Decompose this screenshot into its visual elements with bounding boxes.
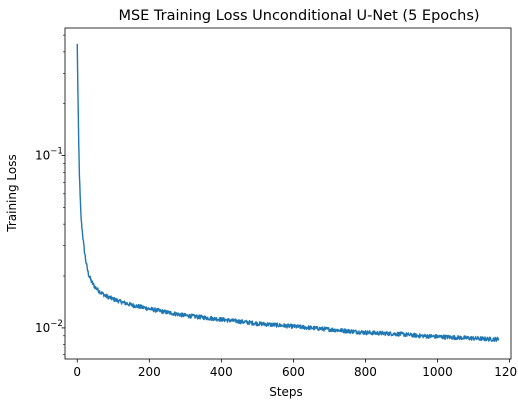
plot-area-frame	[64, 27, 512, 360]
y-tick-label: 10−1	[35, 147, 63, 163]
x-axis-label: Steps	[269, 385, 303, 399]
x-tick-label: 200	[138, 365, 161, 379]
x-tick-label: 800	[354, 365, 377, 379]
y-axis: 10−1 10−2	[35, 34, 65, 355]
x-tick-label: 400	[210, 365, 233, 379]
y-tick-label: 10−2	[35, 319, 63, 335]
x-tick-label: 0	[73, 365, 81, 379]
x-axis: 0 200 400 600 800 1000 1200	[73, 359, 518, 379]
x-tick-label: 600	[282, 365, 305, 379]
chart-title: MSE Training Loss Unconditional U-Net (5…	[118, 8, 479, 24]
training-loss-line	[76, 43, 500, 342]
x-tick-label: 1200	[494, 365, 518, 379]
y-axis-label: Training Loss	[5, 154, 19, 232]
x-tick-label: 1000	[422, 365, 453, 379]
